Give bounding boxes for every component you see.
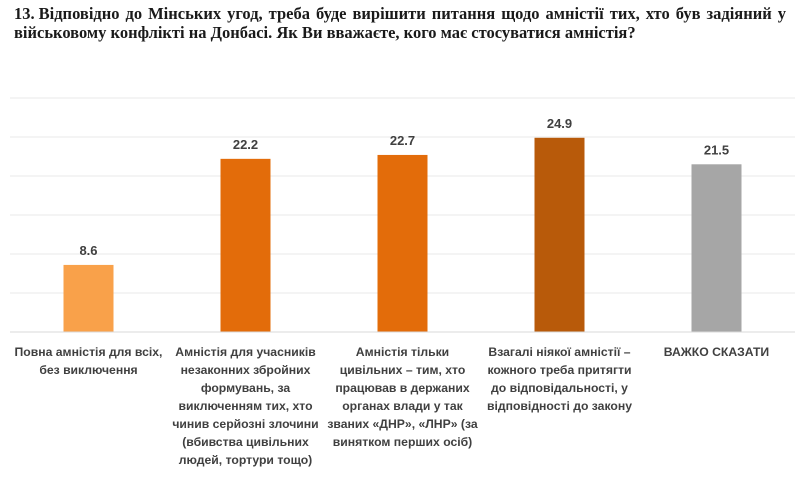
data-label-4: 24.9 xyxy=(547,116,572,131)
bar-3 xyxy=(377,154,428,332)
bar-1 xyxy=(63,264,114,332)
bar-2 xyxy=(220,158,271,332)
question-text: 13. Відповідно до Мінських угод, треба бу… xyxy=(14,4,786,42)
category-label-3: Амністія тільки цивільних – тим, хто пра… xyxy=(327,345,478,449)
bar-5 xyxy=(691,164,742,332)
category-label-1: Повна амністія для всіх, без виключення xyxy=(14,345,163,377)
question-number: 13. xyxy=(14,4,35,23)
category-label-2: Амністія для учасників незаконних збройн… xyxy=(172,345,319,467)
bar-4 xyxy=(534,137,585,332)
data-label-2: 22.2 xyxy=(233,137,258,152)
data-label-5: 21.5 xyxy=(704,142,729,157)
question-body: Відповідно до Мінських угод, треба буде … xyxy=(14,4,786,42)
data-label-3: 22.7 xyxy=(390,133,415,148)
data-label-1: 8.6 xyxy=(79,243,97,258)
category-label-5: ВАЖКО СКАЗАТИ xyxy=(663,345,770,359)
category-label-4: Взагалі ніякої амністії – кожного треба … xyxy=(487,345,632,413)
